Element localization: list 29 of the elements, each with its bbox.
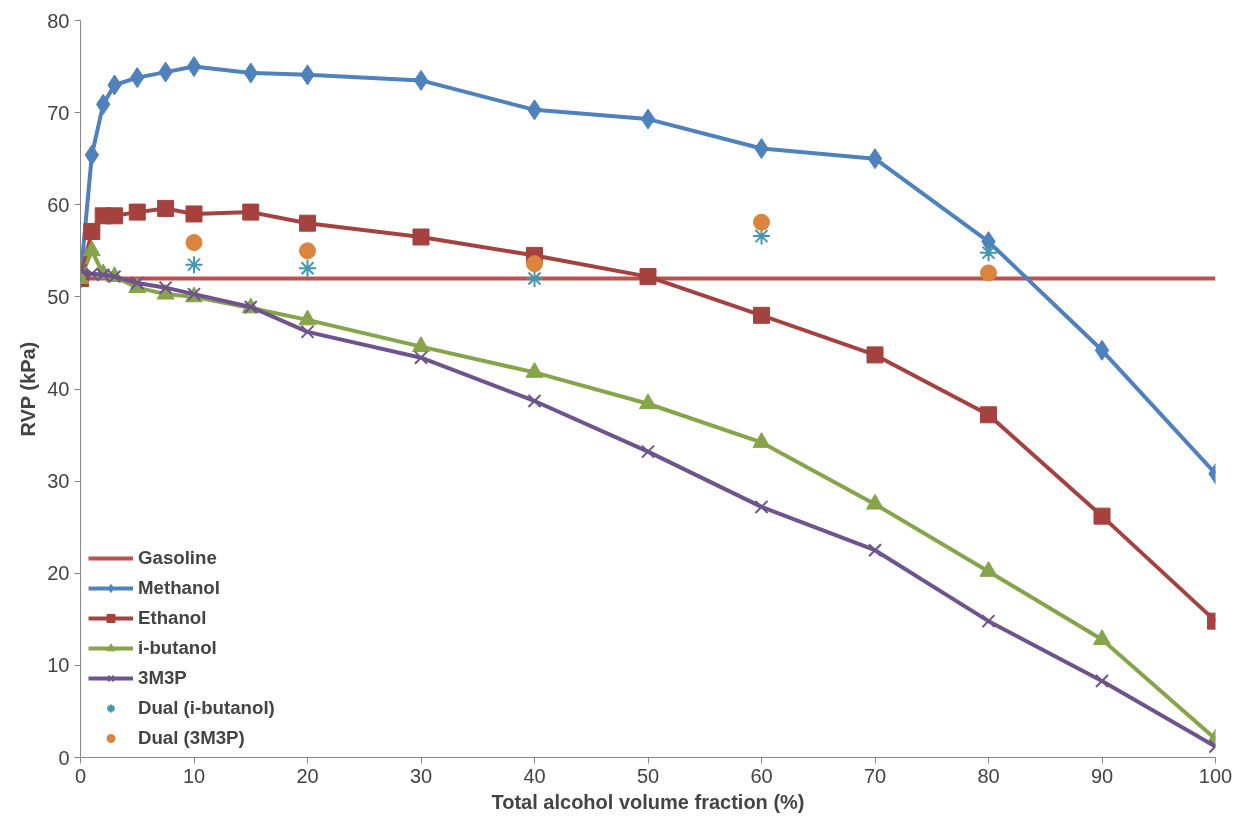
x-tick-label: 0 [74,764,87,787]
y-tick-label: 50 [47,285,70,308]
x-tick-label: 60 [750,764,773,787]
y-tick-label: 0 [58,746,70,769]
legend-label: 3M3P [138,667,187,689]
x-tick-label: 20 [296,764,319,787]
x-tick-label: 50 [636,764,660,787]
y-tick-label: 80 [47,9,70,32]
legend-label: Dual (i-butanol) [138,697,275,719]
legend-label: i-butanol [138,637,217,659]
y-tick-label: 60 [47,193,70,216]
x-tick-label: 70 [863,764,887,787]
x-tick-label: 40 [523,764,546,787]
legend-label: Dual (3M3P) [138,727,245,749]
x-tick-label: 80 [977,764,1000,787]
y-tick-label: 70 [47,101,70,124]
legend-label: Methanol [138,577,220,599]
y-axis-title: RVP (kPa) [17,341,40,437]
legend-label: Ethanol [138,607,207,629]
x-tick-label: 100 [1198,764,1233,787]
x-tick-label: 30 [409,764,433,787]
x-tick-label: 90 [1090,764,1114,787]
y-tick-label: 40 [47,378,70,400]
y-tick-label: 30 [47,470,70,493]
y-tick-label: 10 [47,654,70,677]
x-tick-label: 10 [182,764,206,787]
legend-label: Gasoline [138,547,217,569]
y-tick-label: 20 [47,562,70,585]
x-axis-title: Total alcohol volume fraction (%) [491,790,805,813]
